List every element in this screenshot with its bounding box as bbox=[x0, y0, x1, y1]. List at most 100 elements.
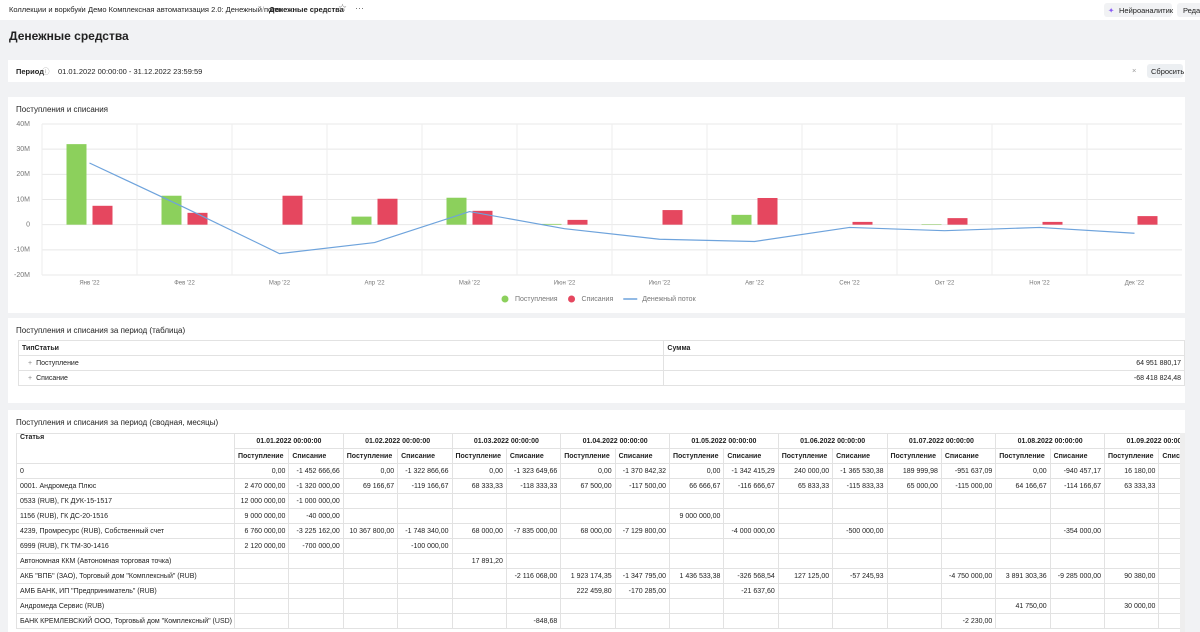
measure-header: Поступление bbox=[1103, 448, 1160, 464]
line bbox=[89, 162, 1135, 255]
more-icon[interactable]: ··· bbox=[355, 3, 364, 13]
measure-header: Поступление bbox=[995, 448, 1051, 464]
measure-header: Списание bbox=[614, 448, 671, 464]
value-cell bbox=[397, 493, 453, 509]
value-cell: 68 333,33 bbox=[451, 478, 507, 494]
pivot-grid: Статья 01.01.2022 00:00:00 01.02.2022 00:0… bbox=[16, 433, 1180, 629]
value-cell: 63 333,33 bbox=[1103, 478, 1160, 494]
value-cell bbox=[288, 613, 344, 629]
value-cell bbox=[886, 568, 942, 584]
legend-label: Поступления bbox=[515, 296, 558, 303]
value-cell bbox=[505, 598, 562, 614]
cell-text: 64 951 880,17 bbox=[1136, 359, 1181, 367]
pivot-row: Автономная ККМ (Автономная торговая точк… bbox=[16, 553, 1180, 569]
pivot-row: 0001. Андромеда Плюс 2 470 000,00 -1 320 0… bbox=[16, 478, 1180, 494]
value-cell: 1 923 174,35 bbox=[560, 568, 616, 584]
value-cell bbox=[940, 583, 997, 599]
row-label: 6999 (RUB), ГК ТМ-30-1416 bbox=[16, 538, 235, 554]
value-cell bbox=[1049, 508, 1106, 524]
value-cell: 1 436 533,38 bbox=[668, 568, 725, 584]
x-tick-label: Май '22 bbox=[459, 280, 481, 287]
value-cell: 90 380,00 bbox=[1103, 568, 1160, 584]
filter-value[interactable]: 01.01.2022 00:00:00 - 31.12.2022 23:59:5… bbox=[58, 67, 203, 76]
value-cell bbox=[777, 598, 834, 614]
row-label: Автономная ККМ (Автономная торговая точк… bbox=[16, 553, 235, 569]
value-cell bbox=[1158, 508, 1180, 524]
value-cell bbox=[1158, 463, 1180, 479]
type-cell: + Списание bbox=[17, 370, 665, 386]
value-cell: 68 000,00 bbox=[451, 523, 507, 539]
value-cell: -848,68 bbox=[505, 613, 562, 629]
expand-icon[interactable]: + bbox=[28, 374, 33, 382]
value-cell: -4 750 000,00 bbox=[940, 568, 997, 584]
pivot-row: 4239, Промресурс (RUB), Собственный счет… bbox=[16, 523, 1180, 539]
value-cell bbox=[233, 613, 290, 629]
legend-marker bbox=[568, 295, 576, 303]
value-cell bbox=[777, 493, 834, 509]
neuro-button[interactable]: ✦ Нейроаналитик bbox=[1104, 3, 1173, 17]
expand-icon[interactable]: + bbox=[28, 359, 33, 367]
value-cell bbox=[995, 553, 1051, 569]
pivot-row: Андромеда Сервис (RUB) 41 750,00 30 000,00 bbox=[16, 598, 1180, 614]
value-cell bbox=[342, 508, 399, 524]
scrollbar[interactable] bbox=[1180, 433, 1185, 632]
value-cell bbox=[342, 598, 399, 614]
star-icon[interactable]: ☆ bbox=[338, 3, 347, 14]
period-header: 01.03.2022 00:00:00 bbox=[451, 433, 562, 449]
value-cell bbox=[668, 493, 725, 509]
value-cell bbox=[288, 568, 344, 584]
clear-icon[interactable]: × bbox=[1132, 66, 1137, 75]
cell-text: Списание bbox=[36, 374, 68, 382]
reset-button[interactable]: Сбросить bbox=[1147, 64, 1184, 78]
measure-header: Списание bbox=[288, 448, 344, 464]
breadcrumb[interactable]: Демо Комплексная автоматизация 2.0: Дене… bbox=[88, 5, 283, 14]
page-title: Денежные средства bbox=[9, 29, 129, 43]
value-cell: 0,00 bbox=[668, 463, 725, 479]
value-cell bbox=[560, 553, 616, 569]
chart: -20M -10M 0 10M 20M 30M 40M Янв '22 Фев '22 Мар '… bbox=[14, 121, 1182, 303]
pivot-row: 0 0,00 -1 452 666,66 0,00 -1 322 866,66 0,00-… bbox=[16, 463, 1180, 479]
value-cell bbox=[777, 583, 834, 599]
y-tick-label: 20M bbox=[16, 171, 30, 178]
value-cell bbox=[342, 568, 399, 584]
pivot-row: АМБ БАНК, ИП "Предприниматель" (RUB) 222 … bbox=[16, 583, 1180, 599]
value-cell bbox=[723, 598, 779, 614]
value-cell: 64 166,67 bbox=[995, 478, 1051, 494]
bar bbox=[1042, 221, 1063, 225]
value-cell bbox=[886, 508, 942, 524]
value-cell bbox=[832, 553, 888, 569]
x-tick-label: Дек '22 bbox=[1125, 281, 1145, 287]
measure-header: Списание bbox=[1049, 448, 1106, 464]
type-cell: + Поступление bbox=[17, 355, 665, 371]
breadcrumb[interactable]: Коллекции и воркбуки bbox=[9, 5, 86, 14]
value-cell bbox=[1158, 583, 1180, 599]
value-cell bbox=[505, 508, 562, 524]
bar bbox=[282, 195, 303, 225]
edit-button[interactable]: Редактировать bbox=[1177, 3, 1200, 17]
value-cell bbox=[1103, 493, 1160, 509]
value-cell bbox=[832, 538, 888, 554]
y-tick-label: 0 bbox=[26, 222, 30, 229]
legend-marker bbox=[501, 295, 509, 303]
value-cell bbox=[940, 523, 997, 539]
value-cell bbox=[342, 553, 399, 569]
row-label: 4239, Промресурс (RUB), Собственный счет bbox=[16, 523, 235, 539]
value-cell bbox=[1049, 613, 1106, 629]
value-cell bbox=[886, 538, 942, 554]
value-cell: -2 116 068,00 bbox=[505, 568, 562, 584]
row-label: БАНК КРЕМЛЕВСКИЙ ООО, Торговый дом "Комп… bbox=[16, 613, 235, 629]
bar bbox=[351, 216, 372, 225]
value-cell bbox=[505, 553, 562, 569]
value-cell bbox=[1103, 523, 1160, 539]
row-label: 1156 (RUB), ГК ДС-20-1516 bbox=[16, 508, 235, 524]
value-cell bbox=[886, 583, 942, 599]
value-cell bbox=[723, 493, 779, 509]
value-cell bbox=[832, 493, 888, 509]
value-cell bbox=[288, 553, 344, 569]
bar bbox=[947, 218, 968, 225]
value-cell bbox=[451, 613, 507, 629]
value-cell: 30 000,00 bbox=[1103, 598, 1160, 614]
period-header: 01.09.2022 00:00:00 bbox=[1104, 433, 1180, 449]
value-cell bbox=[1049, 598, 1106, 614]
